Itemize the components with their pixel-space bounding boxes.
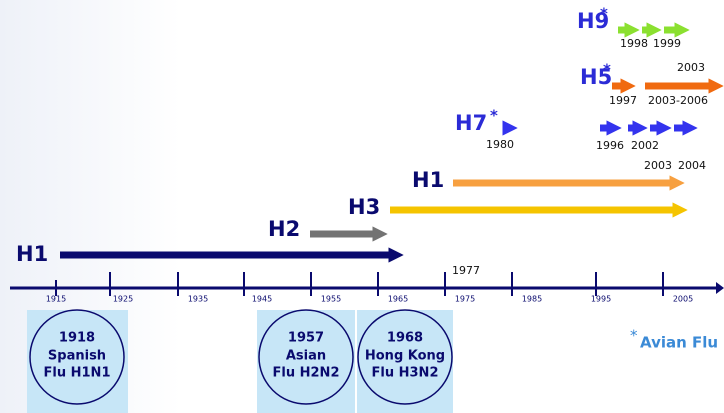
year-label: 1997 bbox=[609, 94, 637, 107]
axis-year: 1955 bbox=[321, 295, 341, 304]
avian-marker: * bbox=[490, 107, 498, 125]
year-label: 2003 bbox=[644, 159, 672, 172]
strain-label: H9 bbox=[577, 9, 609, 33]
axis-year: 1935 bbox=[188, 295, 208, 304]
pandemic-subtype: Flu H1N1 bbox=[44, 366, 111, 381]
year-label: 2002 bbox=[631, 139, 659, 152]
legend-marker: * bbox=[630, 327, 638, 345]
pandemic-year: 1968 bbox=[387, 331, 423, 346]
axis-year: 1915 bbox=[46, 295, 66, 304]
arrows bbox=[60, 22, 724, 263]
avian-marker: * bbox=[603, 61, 611, 79]
strain-label: H5 bbox=[580, 65, 612, 89]
avian-marker: * bbox=[600, 5, 608, 23]
axis-year: 1985 bbox=[522, 295, 542, 304]
pandemic-name: Hong Kong bbox=[365, 349, 445, 364]
pandemic-subtype: Flu H3N2 bbox=[372, 366, 439, 381]
pandemic-card: 1968 Hong Kong Flu H3N2 bbox=[357, 309, 453, 413]
axis-year: 1995 bbox=[591, 295, 611, 304]
axis-year: 1975 bbox=[455, 295, 475, 304]
year-label: 1980 bbox=[486, 138, 514, 151]
strain-label: H3 bbox=[348, 195, 380, 219]
axis-year: 1965 bbox=[388, 295, 408, 304]
pandemic-card: 1918 Spanish Flu H1N1 bbox=[27, 309, 128, 413]
pandemic-year: 1957 bbox=[288, 331, 324, 346]
axis-year: 1925 bbox=[113, 295, 133, 304]
pandemic-card: 1957 Asian Flu H2N2 bbox=[257, 309, 355, 413]
legend-text: Avian Flu bbox=[640, 334, 718, 352]
strain-label: H2 bbox=[268, 217, 300, 241]
strain-label: H1 bbox=[16, 242, 48, 266]
strain-label: H1 bbox=[412, 168, 444, 192]
year-label: 2003-2006 bbox=[648, 94, 708, 107]
pandemic-subtype: Flu H2N2 bbox=[273, 366, 340, 381]
axis bbox=[10, 272, 724, 296]
pandemic-year: 1918 bbox=[59, 331, 95, 346]
year-label: 1998 bbox=[620, 37, 648, 50]
strain-label: H7 bbox=[455, 111, 487, 135]
axis-year: 1945 bbox=[252, 295, 272, 304]
pandemic-name: Asian bbox=[286, 349, 326, 364]
axis-labels: 1915 1925 1935 1945 1955 1965 1975 1985 … bbox=[46, 295, 693, 304]
year-label: 1999 bbox=[653, 37, 681, 50]
axis-year: 2005 bbox=[673, 295, 693, 304]
pandemic-name: Spanish bbox=[48, 349, 106, 364]
marker-year: 1977 bbox=[452, 264, 480, 277]
year-label: 2004 bbox=[678, 159, 706, 172]
year-label: 1996 bbox=[596, 139, 624, 152]
year-label: 2003 bbox=[677, 61, 705, 74]
